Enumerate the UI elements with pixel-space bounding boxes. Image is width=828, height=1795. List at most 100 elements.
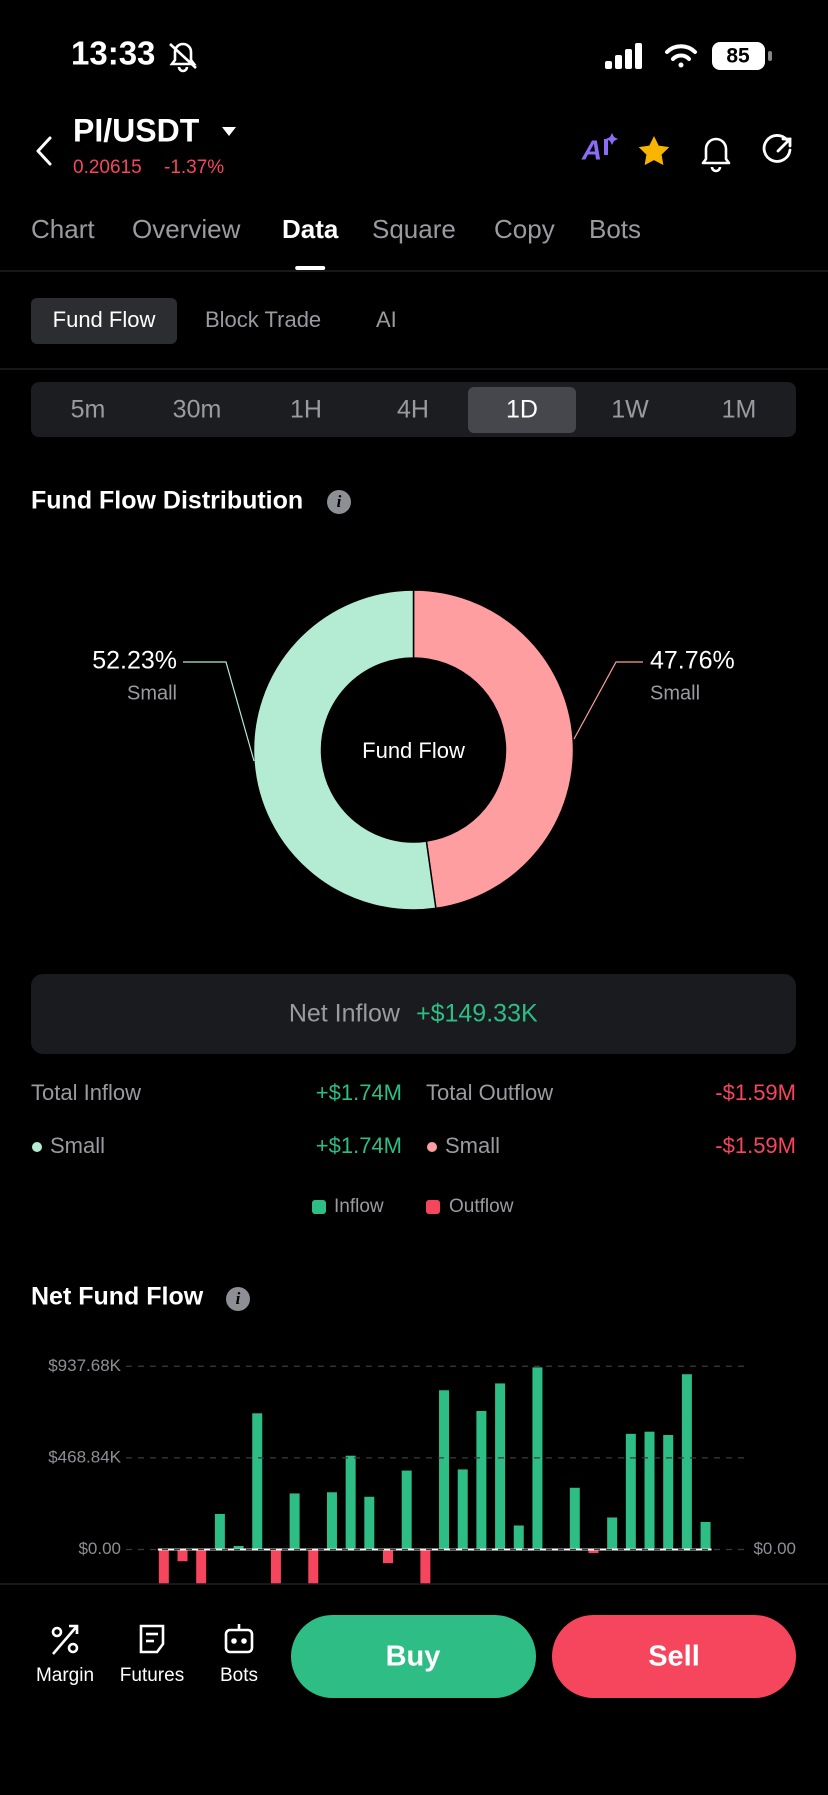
pie-slice [412, 589, 575, 910]
y-tick-label: $0.00 [78, 1539, 121, 1558]
subtab[interactable]: Block Trade [205, 307, 321, 332]
legend-label: Outflow [449, 1196, 514, 1217]
legend-swatch [312, 1200, 326, 1214]
signal-icon [605, 43, 642, 69]
timeframe[interactable]: 1D [506, 396, 538, 424]
outflow-row-value: -$1.59M [715, 1133, 796, 1158]
battery-icon [712, 42, 765, 70]
ai-sparkle [606, 133, 618, 145]
bar [270, 1549, 281, 1584]
bar [252, 1413, 263, 1550]
total-outflow-value: -$1.59M [715, 1080, 796, 1105]
legend-swatch [426, 1200, 440, 1214]
bar [289, 1493, 300, 1550]
inflow-row-value: +$1.74M [316, 1133, 402, 1158]
legend-label: Inflow [334, 1196, 384, 1217]
timeframe[interactable]: 1H [290, 396, 322, 424]
bar [196, 1549, 207, 1584]
bots-icon [224, 1624, 254, 1654]
nav-label[interactable]: Margin [36, 1665, 94, 1686]
info-glyph: i [337, 492, 342, 511]
bar [569, 1487, 580, 1550]
bar [644, 1431, 655, 1550]
tab[interactable]: Copy [494, 214, 555, 244]
total-outflow-label: Total Outflow [426, 1080, 553, 1105]
bar [625, 1433, 636, 1550]
back-button[interactable] [36, 136, 52, 166]
tab[interactable]: Overview [132, 214, 241, 244]
bar [607, 1517, 618, 1550]
last-price: 0.20615 [73, 157, 142, 178]
bar [177, 1549, 188, 1562]
bar [364, 1496, 375, 1550]
tab-indicator [295, 266, 326, 270]
pie-value-label: 52.23% [92, 647, 177, 675]
timeframe[interactable]: 30m [173, 396, 222, 424]
info-icon[interactable] [226, 1287, 250, 1311]
inflow-row-label: Small [50, 1133, 105, 1158]
pie-category-label: Small [127, 682, 177, 704]
nav-label[interactable]: Bots [220, 1665, 258, 1686]
bar [513, 1525, 524, 1550]
bar [476, 1410, 487, 1550]
leader-line [573, 661, 643, 740]
chart-title: Net Fund Flow [31, 1283, 204, 1311]
sell-label: Sell [648, 1641, 700, 1673]
net-inflow-value: +$149.33K [416, 1000, 538, 1028]
pair-name[interactable]: PI/USDT [73, 112, 200, 148]
bar [345, 1455, 356, 1550]
info-icon[interactable] [327, 490, 351, 514]
alert-bell[interactable] [701, 137, 731, 173]
battery-nub [768, 51, 772, 61]
futures-icon [139, 1624, 165, 1654]
tab[interactable]: Chart [31, 214, 95, 244]
nav-label[interactable]: Futures [120, 1665, 184, 1686]
pair-dropdown[interactable] [222, 127, 236, 136]
chart-title: Fund Flow Distribution [31, 487, 303, 515]
bar [439, 1390, 450, 1550]
battery-level: 85 [726, 45, 750, 68]
info-glyph: i [236, 1289, 241, 1308]
bar [700, 1521, 711, 1550]
timeframe[interactable]: 5m [71, 396, 106, 424]
bar [495, 1383, 506, 1550]
leader-line [183, 661, 255, 762]
buy-label: Buy [386, 1641, 441, 1673]
bar [326, 1492, 337, 1550]
sell-button[interactable] [552, 1615, 796, 1698]
buy-button[interactable] [291, 1615, 536, 1698]
net-inflow-box [31, 974, 796, 1054]
timeframe[interactable]: 1M [722, 396, 757, 424]
net-inflow-label: Net Inflow [289, 1000, 401, 1028]
bar [383, 1549, 393, 1564]
y-tick-label: $937.68K [48, 1356, 121, 1375]
subtab[interactable]: AI [376, 307, 397, 332]
tab[interactable]: Data [282, 214, 339, 244]
outflow-row-label: Small [445, 1133, 500, 1158]
tab[interactable]: Bots [589, 214, 641, 244]
bar [420, 1549, 431, 1584]
tab[interactable]: Square [372, 214, 456, 244]
bar [681, 1374, 692, 1550]
wifi-icon [665, 44, 697, 68]
pie-value-label: 47.76% [650, 647, 735, 675]
timeframe-active-bg [468, 387, 576, 433]
ai-glyph-bar [604, 139, 608, 155]
share-icon[interactable] [762, 134, 792, 163]
status-time: 13:33 [71, 35, 155, 72]
subtab[interactable]: Fund Flow [53, 307, 156, 332]
favorite-star[interactable] [638, 136, 670, 166]
pie-category-label: Small [650, 682, 700, 704]
bar [308, 1549, 319, 1584]
subtab-active-bg [31, 298, 177, 344]
timeframe[interactable]: 4H [397, 396, 429, 424]
timeframe[interactable]: 1W [611, 396, 649, 424]
ai-icon[interactable]: A [581, 133, 618, 165]
bar [457, 1469, 468, 1550]
bar [158, 1549, 169, 1584]
ai-glyph: A [581, 134, 602, 165]
total-inflow-label: Total Inflow [31, 1080, 141, 1105]
y-tick-label-right: $0.00 [753, 1539, 796, 1558]
bar [588, 1549, 599, 1554]
